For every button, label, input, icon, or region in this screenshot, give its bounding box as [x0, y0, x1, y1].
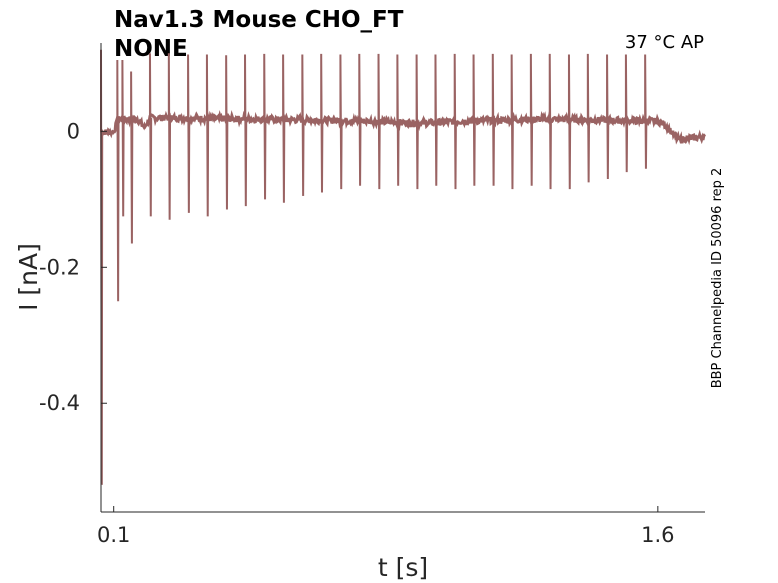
trace-spike [453, 53, 457, 190]
x-ticks: 0.1 1.6 [97, 506, 675, 547]
trace-spike [396, 54, 400, 186]
trace-spike [244, 54, 248, 207]
y-tick-label: 0 [67, 119, 80, 143]
trace-spike [282, 54, 286, 203]
plot-area: 0.1 1.6 0 -0.2 -0.4 [39, 43, 707, 547]
trace-spike [415, 54, 419, 190]
trace-spike [121, 59, 125, 217]
trace-spike [567, 54, 572, 190]
trace-spike [167, 53, 172, 220]
y-axis-label: I [nA] [14, 243, 43, 311]
trace-spike [205, 54, 210, 217]
trace-spike [434, 54, 438, 186]
current-trace [100, 49, 707, 485]
trace-spike [548, 53, 552, 190]
trace-spike [358, 53, 362, 186]
trace-spike [624, 54, 629, 173]
trace-spike [130, 71, 134, 244]
trace-spike [187, 54, 191, 213]
trace-baseline [100, 110, 707, 146]
trace-spike [529, 53, 534, 186]
trace-spike [644, 54, 648, 169]
condition-annotation: 37 °C AP [625, 32, 704, 53]
x-axis-label: t [s] [378, 553, 428, 582]
trace-spike [148, 53, 153, 217]
trace-spike [225, 55, 229, 210]
y-tick-label: -0.4 [39, 391, 80, 415]
trace-spike [491, 53, 495, 186]
trace-spike [510, 54, 514, 190]
chart-title: Nav1.3 Mouse CHO_FT [114, 7, 404, 33]
x-tick-label: 1.6 [641, 523, 674, 547]
trace-spike [377, 53, 381, 190]
trace-spike [116, 59, 120, 302]
trace-spike [320, 53, 324, 193]
trace-spike [339, 54, 343, 190]
trace-spike [472, 54, 476, 186]
y-ticks: 0 -0.2 -0.4 [39, 119, 107, 415]
trace-spike [606, 54, 610, 179]
side-label: BBP Channelpedia ID 50096 rep 2 [710, 168, 725, 389]
trace-spike [301, 54, 305, 196]
x-tick-label: 0.1 [97, 523, 130, 547]
trace-spike [263, 53, 267, 200]
y-tick-label: -0.2 [39, 255, 80, 279]
trace-spike [586, 53, 591, 183]
